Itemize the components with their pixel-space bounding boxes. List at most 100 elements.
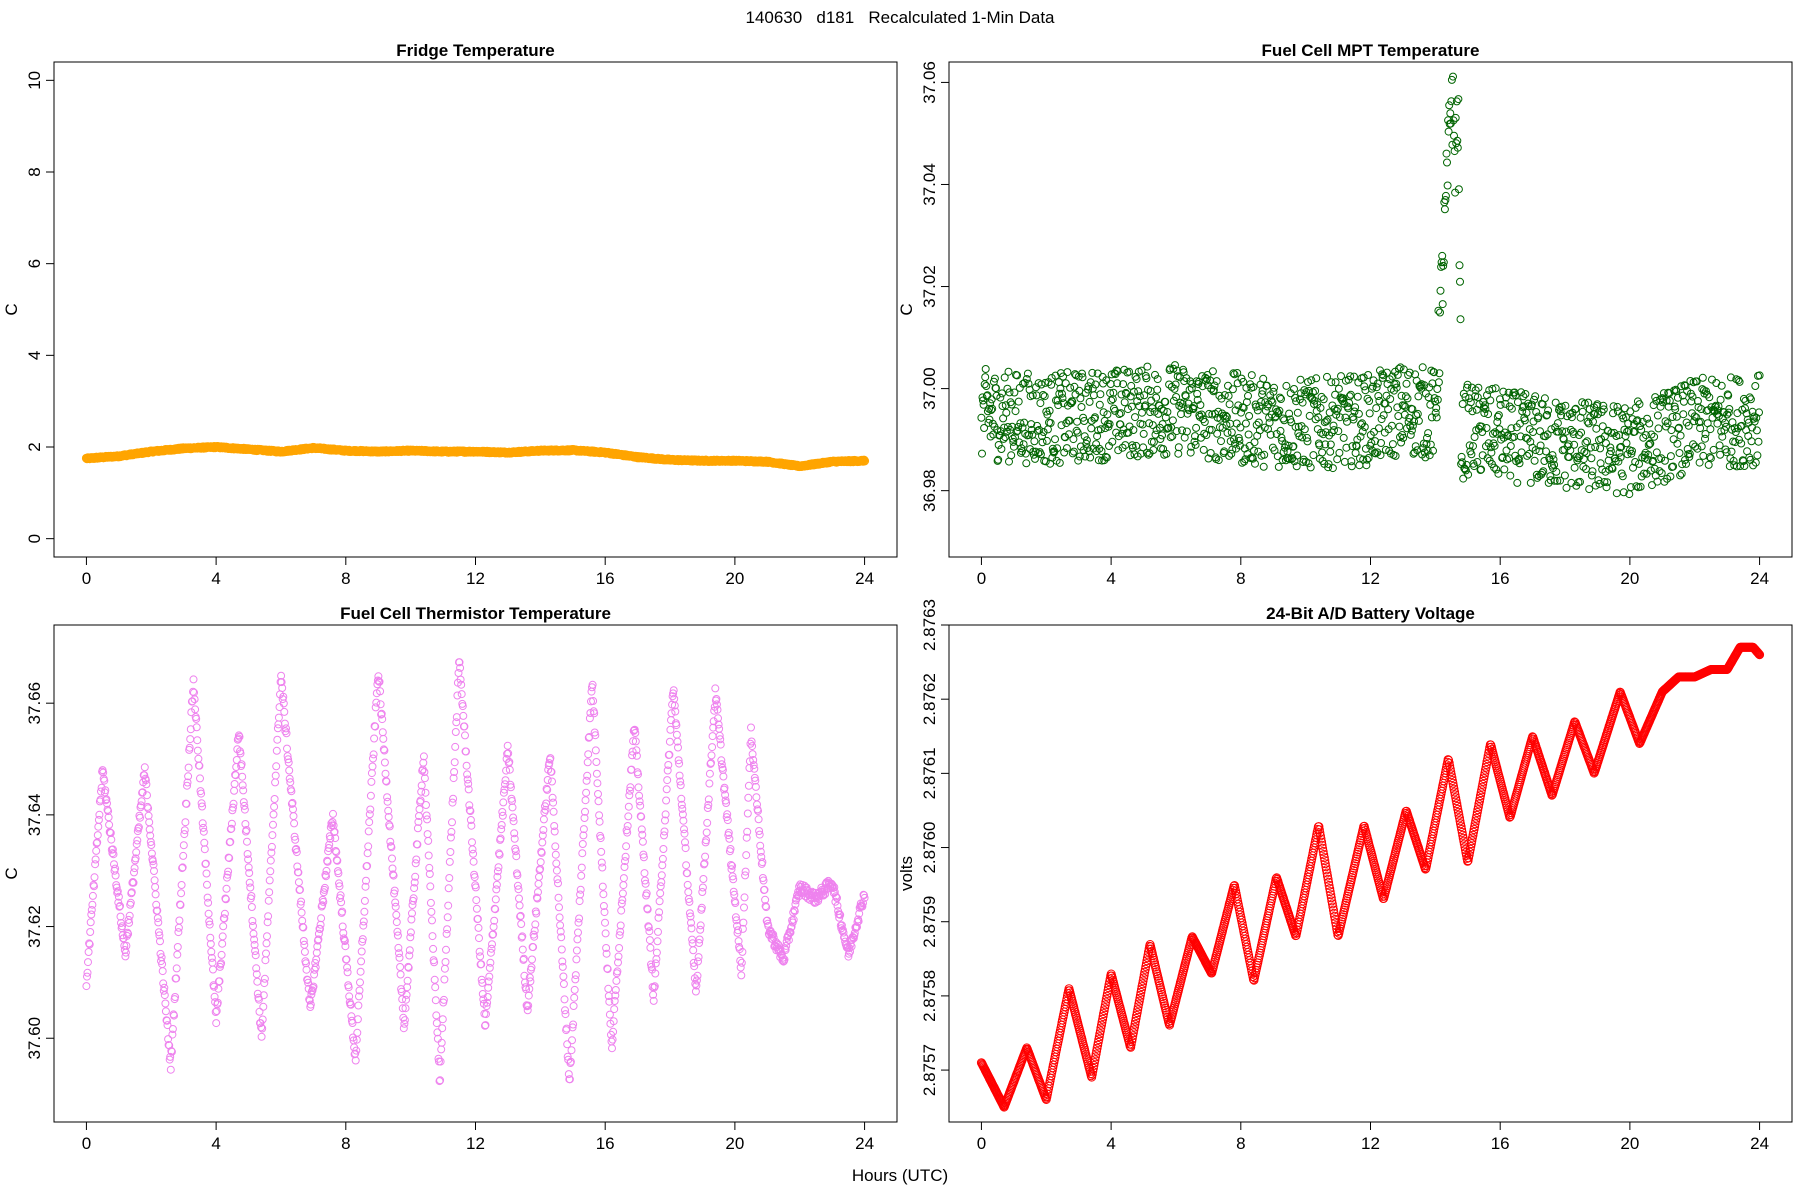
data-point (349, 1033, 357, 1042)
data-point (1073, 428, 1082, 437)
data-point (376, 687, 385, 696)
data-point (96, 795, 105, 804)
data-point (1559, 435, 1568, 444)
data-point (464, 779, 473, 788)
data-point (1274, 462, 1283, 471)
data-point (533, 894, 542, 903)
data-point (608, 1044, 616, 1053)
data-point (510, 834, 519, 843)
data-point (1156, 435, 1165, 443)
data-point (1577, 428, 1586, 437)
data-point (1735, 377, 1744, 386)
data-point (721, 791, 730, 799)
data-point (1551, 398, 1560, 407)
data-point (676, 781, 685, 790)
data-point (1275, 406, 1284, 415)
data-point (1236, 423, 1245, 432)
data-point (1059, 372, 1068, 381)
data-point (1171, 380, 1180, 389)
data-point (1647, 430, 1656, 439)
data-point (190, 695, 199, 704)
data-point (266, 867, 275, 876)
data-point (536, 858, 545, 867)
data-point (430, 975, 439, 984)
data-point (737, 958, 746, 967)
data-point (370, 734, 379, 743)
data-point (1603, 478, 1612, 487)
data-point (433, 1028, 442, 1037)
data-point (1490, 441, 1499, 450)
data-point (1690, 412, 1699, 421)
data-point (1311, 415, 1320, 424)
data-point (701, 852, 710, 861)
data-point (539, 815, 548, 824)
data-point (988, 404, 997, 413)
data-point (1132, 375, 1141, 384)
data-point (1423, 446, 1432, 455)
data-point (657, 871, 666, 880)
data-point (663, 766, 672, 775)
data-point (1069, 447, 1078, 456)
data-point (1449, 116, 1458, 125)
data-point (364, 842, 373, 851)
data-point (1356, 432, 1365, 441)
data-point (695, 935, 704, 944)
data-point (1393, 370, 1402, 379)
data-point (205, 917, 214, 926)
data-point (381, 769, 390, 778)
data-point (1644, 440, 1653, 449)
data-point (1450, 131, 1458, 140)
data-point (1085, 397, 1094, 406)
data-point (443, 925, 452, 934)
data-point (451, 742, 460, 751)
data-point (1021, 449, 1030, 458)
data-point (282, 729, 291, 738)
data-point (756, 841, 765, 850)
data-point (1009, 437, 1018, 446)
data-point (731, 913, 740, 922)
data-point (731, 899, 740, 907)
data-point (1137, 366, 1146, 375)
data-point (1013, 371, 1022, 380)
data-point (477, 960, 486, 969)
data-point (1666, 472, 1675, 481)
data-point (464, 785, 473, 794)
data-point (1677, 469, 1686, 478)
data-point (1613, 407, 1622, 416)
data-point (413, 824, 422, 833)
data-point (419, 758, 428, 767)
data-point (140, 763, 149, 772)
data-point (151, 883, 160, 891)
data-point (84, 948, 93, 956)
data-point (1268, 398, 1277, 407)
data-point (255, 1007, 264, 1016)
data-point (534, 879, 543, 888)
data-point (525, 973, 534, 982)
data-point (1587, 454, 1596, 463)
data-point (566, 1057, 575, 1066)
data-point (285, 766, 294, 775)
data-point (1038, 438, 1047, 447)
data-point (1489, 429, 1497, 438)
data-point (582, 788, 591, 797)
data-point (154, 928, 163, 937)
data-point (341, 942, 350, 951)
data-point (1287, 418, 1296, 427)
data-point (1053, 444, 1062, 453)
data-point (446, 833, 455, 842)
data-point (390, 886, 399, 895)
data-point (355, 986, 364, 995)
data-point (680, 829, 689, 838)
x-tick-label: 12 (1361, 1134, 1380, 1153)
data-point (704, 801, 713, 809)
data-point (221, 895, 230, 904)
data-point (94, 822, 103, 831)
data-point (1377, 439, 1385, 447)
data-point (1704, 460, 1713, 469)
data-point (628, 747, 637, 756)
data-point (394, 943, 403, 952)
data-point (1672, 412, 1681, 421)
data-point (1622, 439, 1631, 448)
